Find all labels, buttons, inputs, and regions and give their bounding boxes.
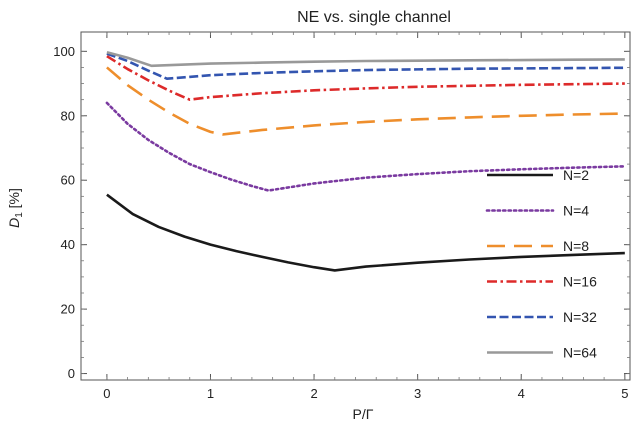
legend-label: N=8 <box>563 238 589 254</box>
series-layer <box>105 51 627 272</box>
y-tick-label: 0 <box>68 366 75 381</box>
series-line-n16 <box>106 55 625 101</box>
y-axis-label-symbol: D <box>6 218 22 228</box>
legend: N=2 N=4 N=8 N=16 N=32 N=64 <box>485 167 597 361</box>
x-tick-label: 3 <box>414 386 421 401</box>
y-tick-label: 40 <box>61 237 75 252</box>
x-tick-label: 0 <box>103 386 110 401</box>
x-tick-label: 4 <box>518 386 525 401</box>
x-tick-label: 2 <box>310 386 317 401</box>
y-tick-label: 80 <box>61 108 75 123</box>
legend-label: N=16 <box>563 274 597 290</box>
y-tick-label: 20 <box>61 302 75 317</box>
y-axis-label: D1 [%] <box>6 188 25 228</box>
y-axis-label-subscript: 1 <box>14 212 25 218</box>
chart-title: NE vs. single channel <box>297 9 451 26</box>
series-line-n32 <box>106 52 625 81</box>
y-axis-ticks: 0 20 40 60 80 100 <box>53 44 630 381</box>
series-line-n64 <box>106 51 625 68</box>
x-tick-label: 5 <box>621 386 628 401</box>
legend-label: N=32 <box>563 309 597 325</box>
y-axis-label-unit: [%] <box>6 188 22 212</box>
x-axis-ticks: 0 1 2 3 4 5 <box>103 32 628 401</box>
x-axis-label: P/Γ <box>353 406 374 422</box>
y-tick-label: 60 <box>61 173 75 188</box>
legend-label: N=64 <box>563 345 597 361</box>
legend-label: N=2 <box>563 167 589 183</box>
series-line-n4 <box>105 101 627 192</box>
series-line-n8 <box>106 66 625 136</box>
x-tick-label: 1 <box>207 386 214 401</box>
legend-label: N=4 <box>563 203 589 219</box>
y-tick-label: 100 <box>53 44 75 59</box>
series-line-n2 <box>106 193 625 272</box>
